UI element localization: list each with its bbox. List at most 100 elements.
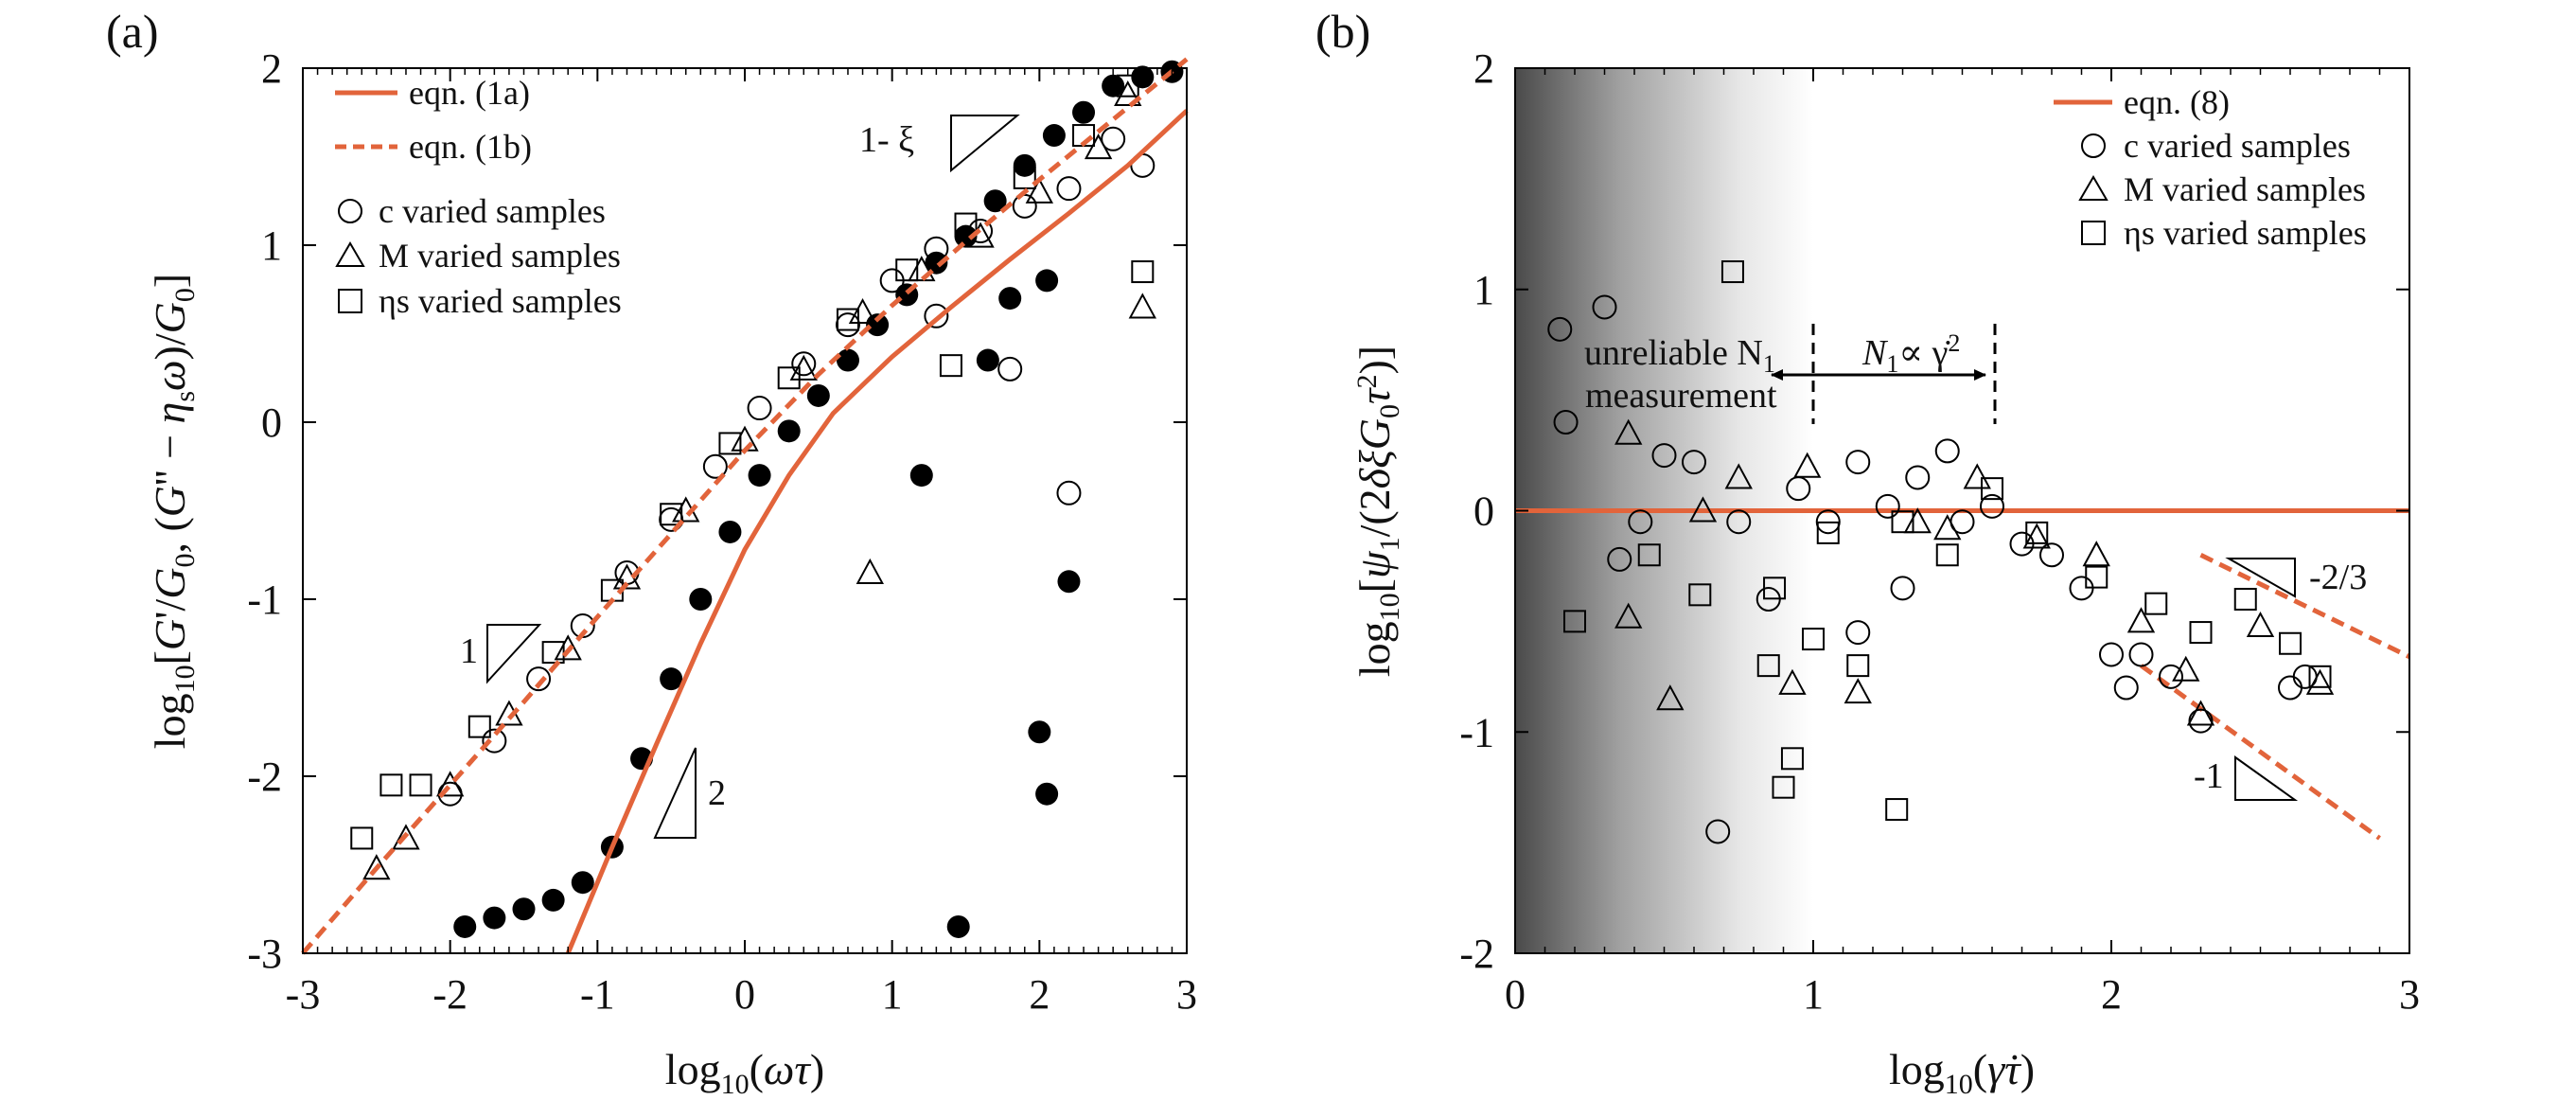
panel-a-slope-annotations: 1- ξ 1 2 xyxy=(460,115,1020,839)
data-point-circle xyxy=(2099,642,2124,667)
panel-a-label: (a) xyxy=(106,5,159,58)
panel-b-slope-annotations: -2/3 -1 xyxy=(2194,558,2367,801)
data-point-triangle xyxy=(1933,514,1962,541)
data-point-triangle xyxy=(1903,507,1932,534)
data-point-filled xyxy=(976,348,999,372)
x-tick-label: 3 xyxy=(2399,971,2420,1018)
y-tick-label: -1 xyxy=(1459,709,1494,755)
data-point-triangle xyxy=(1656,684,1685,711)
data-point-circle xyxy=(1607,546,1632,572)
data-point-triangle xyxy=(731,425,759,452)
data-point-circle xyxy=(1056,176,1082,202)
n1-prop: ∝ γ̇ xyxy=(1898,333,1950,373)
data-point-square xyxy=(2308,665,2332,688)
y-tick-label: 1 xyxy=(261,222,282,269)
unreliable-label-line2: measurement xyxy=(1585,376,1777,416)
n1-N: N xyxy=(1861,333,1889,373)
x-tick-label: 1 xyxy=(1803,971,1824,1018)
panel-a-points xyxy=(350,60,1184,938)
legend-a-eqn1b-label: eqn. (1b) xyxy=(409,128,532,166)
data-point-square xyxy=(379,773,403,797)
data-point-square xyxy=(2279,631,2302,655)
data-point-triangle xyxy=(1614,602,1643,629)
data-point-square xyxy=(1563,610,1586,633)
x-tick-label: 3 xyxy=(1176,971,1197,1018)
legend-a-etas-label: ηs varied samples xyxy=(379,282,622,320)
panel-b-points xyxy=(1547,260,2335,844)
panel-b-x-axis-title: log10(γ̇τ) xyxy=(1889,1045,2035,1100)
data-point-triangle xyxy=(856,558,884,584)
data-point-circle xyxy=(2039,542,2064,568)
data-point-circle xyxy=(835,312,860,338)
x-tick-label: 1 xyxy=(882,971,903,1018)
data-point-filled xyxy=(1102,74,1125,98)
panel-a-y-axis-title: log10[G'/G0, (G'' − ηsω)/G0] xyxy=(146,274,201,749)
data-point-square xyxy=(1885,798,1909,822)
data-point-square xyxy=(1891,510,1914,534)
y-tick-label: 0 xyxy=(1473,488,1494,535)
data-point-triangle xyxy=(2172,655,2200,682)
data-point-square xyxy=(1780,747,1804,771)
data-point-circle xyxy=(702,453,728,479)
data-point-triangle xyxy=(1128,293,1156,319)
panel-a-model-lines xyxy=(301,57,1189,955)
y-tick-label: -2 xyxy=(247,754,282,800)
data-point-filled xyxy=(748,464,771,488)
data-point-triangle xyxy=(1688,496,1718,523)
data-point-circle xyxy=(1875,493,1900,519)
data-point-square xyxy=(409,773,432,797)
data-point-filled xyxy=(946,914,970,938)
data-point-filled xyxy=(806,383,830,407)
data-point-filled xyxy=(1035,782,1059,806)
panel-b: (b) 0 1 2 3 -2 -1 0 1 2 eqn. (8) c varied sample… xyxy=(1315,5,2420,1100)
slope-triangle-two xyxy=(653,747,697,839)
slope-label-minus-one: -1 xyxy=(2194,756,2224,796)
y-tick-label: -1 xyxy=(247,577,282,623)
series-line-a-0 xyxy=(565,109,1189,954)
panel-a: (a) -3 -2 -1 0 1 2 3 -3 -2 -1 0 1 2 eqn. (1a) eqn. (… xyxy=(106,5,1197,1100)
data-point-filled xyxy=(983,189,1007,213)
data-point-triangle xyxy=(1793,452,1822,478)
data-point-triangle xyxy=(1114,80,1142,107)
data-point-square xyxy=(2085,565,2108,589)
data-point-filled xyxy=(777,419,801,443)
data-point-filled xyxy=(512,897,536,921)
data-point-filled xyxy=(483,906,506,930)
data-point-filled xyxy=(866,313,890,337)
legend-b-circle-marker xyxy=(2081,133,2106,158)
data-point-circle xyxy=(924,303,949,328)
data-point-square xyxy=(1802,628,1825,651)
data-point-circle xyxy=(1101,126,1126,151)
data-point-circle xyxy=(1547,316,1573,342)
slope-label-two: 2 xyxy=(708,773,726,813)
data-point-filled xyxy=(836,348,859,372)
data-point-filled xyxy=(541,888,565,912)
x-tick-label: -2 xyxy=(432,971,468,1018)
legend-b-M-label: M varied samples xyxy=(2124,170,2366,208)
data-point-circle xyxy=(1056,480,1082,506)
data-point-square xyxy=(1131,260,1155,284)
data-point-circle xyxy=(791,351,817,377)
legend-a-triangle-marker xyxy=(335,241,365,267)
data-point-circle xyxy=(526,666,552,692)
n1-proportional-label: N1∝ γ̇2 xyxy=(1861,329,1960,378)
data-point-square xyxy=(1763,577,1787,600)
data-point-triangle xyxy=(1844,678,1872,704)
data-point-triangle xyxy=(1614,418,1643,445)
data-point-square xyxy=(2025,521,2049,544)
data-point-circle xyxy=(2188,708,2214,734)
data-point-triangle xyxy=(2022,523,2051,549)
legend-b-square-marker xyxy=(2081,221,2106,245)
n1-region-annotation: unreliable N1 measurement N1∝ γ̇2 xyxy=(1584,324,1997,424)
data-point-square xyxy=(2144,592,2168,615)
data-point-filled xyxy=(909,464,933,488)
data-point-filled xyxy=(1013,153,1036,177)
data-point-square xyxy=(718,432,742,455)
n1-sup: 2 xyxy=(1948,329,1960,357)
data-point-circle xyxy=(1845,450,1871,475)
data-point-triangle xyxy=(1084,133,1113,160)
data-point-triangle xyxy=(848,297,877,325)
data-point-circle xyxy=(1553,410,1579,435)
data-point-square xyxy=(1816,521,1840,544)
legend-a-circle-marker xyxy=(338,199,362,223)
